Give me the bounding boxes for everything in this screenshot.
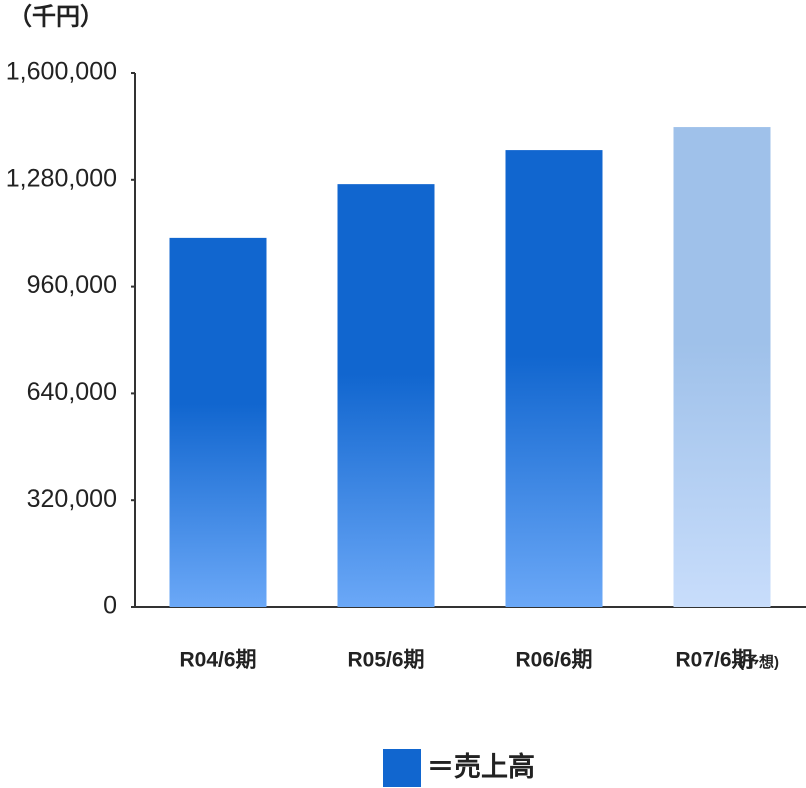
y-tick-label: 320,000 [27,485,117,513]
y-tick-label: 960,000 [27,271,117,299]
legend-swatch [383,749,421,787]
bar [337,184,435,608]
y-tick-label: 640,000 [27,378,117,406]
bar [505,150,603,607]
x-tick-label: R06/6期 [515,649,592,672]
x-tick-label: R07/6期 [675,649,752,672]
category-note: (予想) [739,653,779,671]
bar [169,237,267,607]
x-tick-label: R04/6期 [179,649,256,672]
y-tick-label: 0 [103,592,117,620]
bar [673,127,771,607]
y-tick-label: 1,600,000 [6,58,117,86]
x-tick-label: R05/6期 [347,649,424,672]
legend-label: ＝売上高 [427,751,535,782]
y-tick-label: 1,280,000 [6,164,117,192]
unit-label: （千円） [8,3,104,30]
